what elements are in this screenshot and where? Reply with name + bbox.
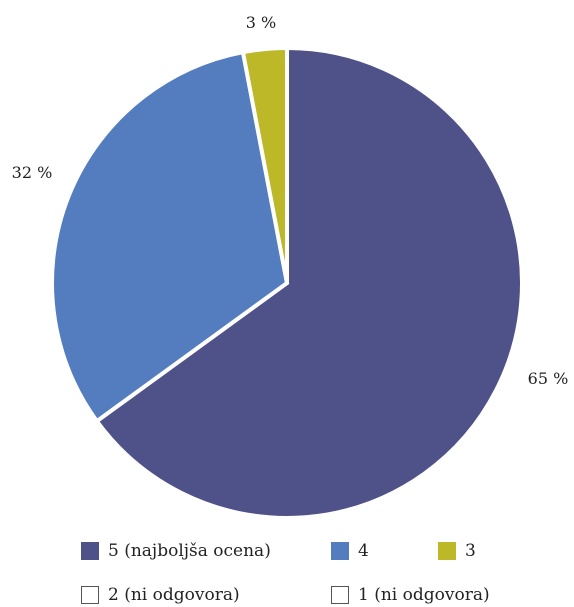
data-label-slice-4: 32 %: [12, 163, 53, 182]
pie-slices: [50, 45, 524, 520]
pie-slice-4: [50, 49, 290, 424]
pie-slice-3: [240, 45, 289, 284]
pie-slice-5: [94, 45, 524, 520]
data-label-slice-3: 3 %: [246, 13, 276, 32]
data-label-slice-5: 65 %: [528, 369, 569, 388]
